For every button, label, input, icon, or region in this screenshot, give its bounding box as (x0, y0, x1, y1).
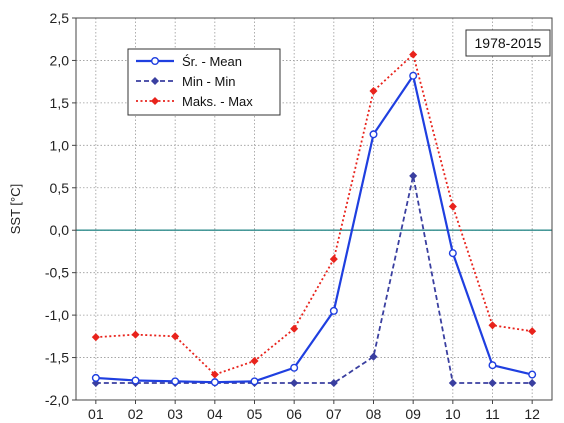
legend-item: Maks. - Max (136, 94, 253, 109)
data-point (171, 377, 180, 386)
data-point (210, 378, 219, 387)
data-point (369, 352, 378, 361)
y-tick-label: 0,5 (50, 180, 70, 196)
plot-frame (75, 17, 553, 401)
y-tick-label: -0,5 (45, 265, 69, 281)
data-point (528, 378, 537, 388)
data-point (409, 171, 418, 180)
data-point (369, 130, 378, 139)
x-tick-label: 07 (326, 406, 342, 422)
data-point (250, 377, 259, 386)
data-point (448, 249, 457, 258)
data-point (131, 376, 140, 385)
legend-label: Śr. - Mean (182, 54, 242, 69)
data-point (448, 202, 457, 211)
y-tick-label: -1,5 (45, 350, 69, 366)
legend-label: Maks. - Max (182, 94, 253, 109)
x-tick-label: 02 (128, 406, 144, 422)
legend-marker (150, 76, 160, 86)
y-tick-label: 1,0 (50, 137, 70, 153)
x-tick-label: 08 (366, 406, 382, 422)
y-axis-title: SST [°C] (8, 184, 23, 234)
y-tick-label: 1,5 (50, 95, 70, 111)
y-tick-label: 0,0 (50, 222, 70, 238)
x-tick-label: 01 (88, 406, 104, 422)
legend-marker (150, 57, 159, 66)
y-tick-label: -2,0 (45, 392, 69, 408)
data-point (488, 361, 497, 370)
data-point (488, 378, 497, 388)
data-point (91, 333, 100, 342)
y-tick-labels: -2,0 -1,5 -1,0 -0,5 0,0 0,5 1,0 1,5 2,0 2,5 (45, 10, 76, 408)
series-line (95, 74, 533, 384)
data-point (329, 255, 338, 264)
period-box: 1978-2015 (465, 29, 551, 57)
data-point (91, 373, 100, 382)
legend: Śr. - Mean Min - Min Maks. - Max (127, 48, 281, 116)
legend-label: Min - Min (182, 74, 235, 89)
y-tick-label: -1,0 (45, 307, 69, 323)
data-point (290, 378, 299, 388)
data-point (409, 50, 418, 59)
y-tick-label: 2,0 (50, 52, 70, 68)
x-tick-label: 06 (286, 406, 302, 422)
data-point (171, 332, 180, 341)
x-tick-labels: 01 02 03 04 05 06 07 08 09 10 11 12 (88, 400, 540, 422)
data-point (369, 86, 378, 96)
period-label: 1978-2015 (475, 35, 542, 51)
data-point (290, 324, 299, 333)
series-line (95, 174, 533, 384)
data-point (210, 370, 219, 379)
period-box-frame (465, 29, 551, 57)
x-tick-label: 03 (167, 406, 183, 422)
legend-marker (150, 96, 160, 106)
data-point (528, 370, 537, 379)
data-point (131, 330, 140, 339)
data-point (290, 363, 299, 372)
data-point (409, 71, 418, 80)
data-point (329, 378, 338, 388)
data-point (250, 356, 259, 365)
legend-item: Śr. - Mean (136, 54, 242, 69)
series-0 (91, 71, 537, 387)
legend-item: Min - Min (136, 74, 235, 89)
series-line (95, 53, 533, 376)
x-tick-label: 05 (247, 406, 263, 422)
data-point (488, 321, 497, 330)
data-point (448, 378, 457, 388)
data-point (528, 327, 537, 336)
series-group (91, 50, 537, 388)
x-tick-label: 09 (405, 406, 421, 422)
series-1 (91, 171, 537, 388)
series-2 (91, 50, 537, 379)
x-tick-label: 10 (445, 406, 461, 422)
x-tick-label: 04 (207, 406, 223, 422)
x-tick-label: 11 (485, 406, 500, 422)
x-tick-label: 12 (524, 406, 540, 422)
y-tick-label: 2,5 (50, 10, 70, 26)
data-point (329, 306, 338, 315)
